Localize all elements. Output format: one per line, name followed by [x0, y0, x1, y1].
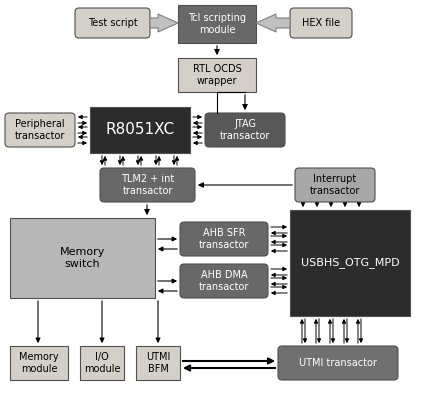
Text: UTMI
BFM: UTMI BFM	[145, 352, 170, 374]
Text: Test script: Test script	[87, 18, 137, 28]
FancyBboxPatch shape	[100, 168, 195, 202]
FancyBboxPatch shape	[294, 168, 374, 202]
Bar	[289, 210, 409, 316]
Text: UTMI transactor: UTMI transactor	[298, 358, 376, 368]
Text: HEX file: HEX file	[301, 18, 339, 28]
Text: AHB DMA
transactor: AHB DMA transactor	[199, 270, 249, 292]
FancyBboxPatch shape	[277, 346, 397, 380]
FancyBboxPatch shape	[180, 222, 268, 256]
FancyBboxPatch shape	[289, 8, 351, 38]
FancyBboxPatch shape	[5, 113, 75, 147]
Bar	[90, 107, 190, 153]
FancyBboxPatch shape	[204, 113, 284, 147]
Text: TLM2 + int
transactor: TLM2 + int transactor	[121, 174, 174, 196]
Bar	[10, 346, 68, 380]
Bar	[178, 5, 256, 43]
Bar	[178, 58, 256, 92]
Text: USBHS_OTG_MPD: USBHS_OTG_MPD	[300, 258, 398, 268]
Text: AHB SFR
transactor: AHB SFR transactor	[199, 228, 249, 250]
Text: Interrupt
transactor: Interrupt transactor	[309, 174, 360, 196]
Text: RTL OCDS
wrapper: RTL OCDS wrapper	[192, 64, 241, 86]
Text: Tcl scripting
module: Tcl scripting module	[187, 13, 245, 35]
Polygon shape	[256, 14, 289, 32]
Text: Peripheral
transactor: Peripheral transactor	[15, 119, 65, 141]
Bar	[136, 346, 180, 380]
FancyBboxPatch shape	[180, 264, 268, 298]
Bar	[80, 346, 124, 380]
Polygon shape	[150, 14, 178, 32]
Bar	[10, 218, 155, 298]
Text: I/O
module: I/O module	[83, 352, 120, 374]
Text: JTAG
transactor: JTAG transactor	[219, 119, 270, 141]
FancyBboxPatch shape	[75, 8, 150, 38]
Text: Memory
module: Memory module	[19, 352, 59, 374]
Text: Memory
switch: Memory switch	[60, 247, 105, 269]
Text: R8051XC: R8051XC	[105, 123, 174, 137]
